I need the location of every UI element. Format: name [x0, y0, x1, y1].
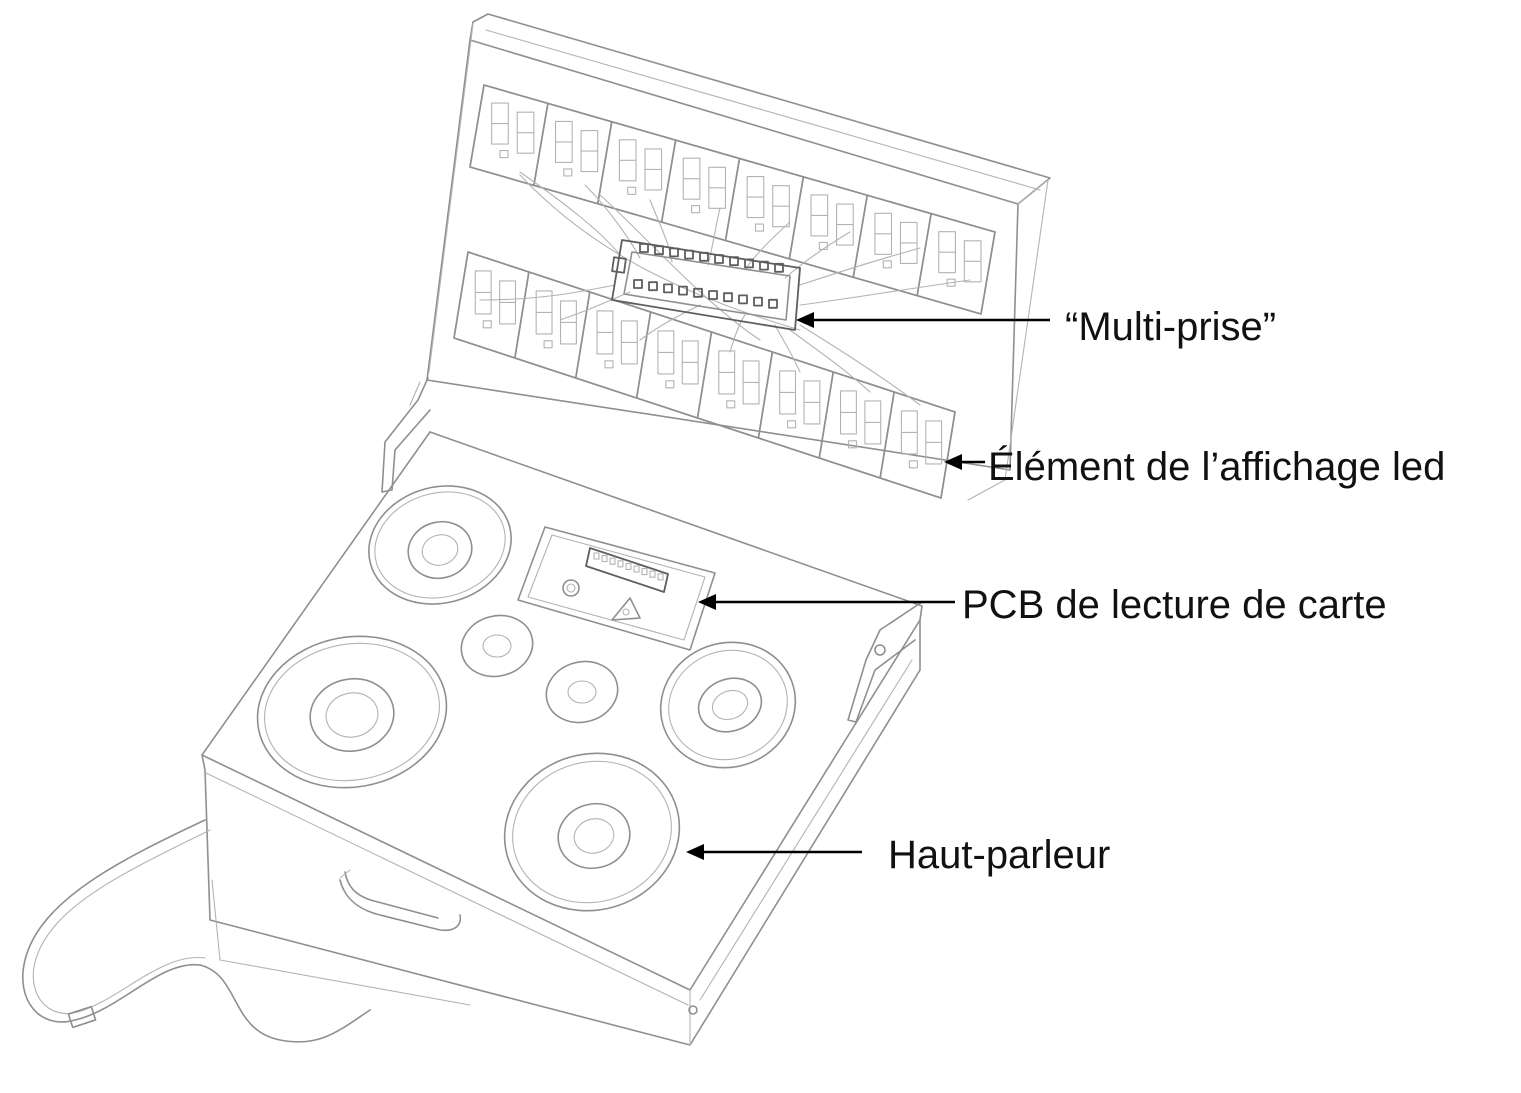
pcb-card-reader: [517, 526, 716, 651]
led-display-top-row: [469, 84, 996, 315]
label-pcb: PCB de lecture de carte: [962, 583, 1387, 627]
speaker-small-2: [545, 660, 619, 724]
power-cable: [22, 819, 371, 1043]
arrowhead-led-element: [944, 454, 962, 470]
callout-led-element: Élément de l’affichage led: [944, 444, 1445, 489]
callout-multiprise: “Multi-prise”: [796, 305, 1276, 349]
arrowhead-pcb: [698, 594, 716, 610]
callout-speaker: Haut-parleur: [686, 833, 1110, 877]
led-display-bottom-row: [453, 251, 956, 499]
led-digit-module: [879, 391, 956, 499]
led-digit-module: [916, 212, 996, 315]
speaker-bottom-left: [256, 635, 448, 789]
led-digit-module: [788, 176, 869, 279]
label-speaker: Haut-parleur: [888, 833, 1110, 877]
arrowhead-speaker: [686, 844, 704, 860]
speaker-bottom: [503, 752, 681, 912]
base: [201, 431, 923, 1046]
multiprise-hub: [611, 239, 801, 331]
handle: [339, 869, 462, 932]
callout-pcb: PCB de lecture de carte: [698, 583, 1387, 627]
label-led-element: Élément de l’affichage led: [988, 444, 1445, 489]
speaker-right: [659, 641, 797, 769]
speaker-small-1: [460, 614, 534, 678]
label-multiprise: “Multi-prise”: [1065, 305, 1276, 349]
hinges: [381, 377, 923, 723]
speaker-top-left: [368, 485, 512, 605]
lid: [426, 13, 1051, 501]
arrowhead-multiprise: [796, 312, 814, 328]
